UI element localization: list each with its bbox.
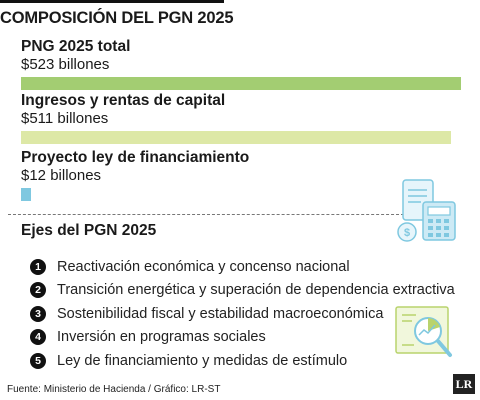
- bar-track: [21, 77, 466, 90]
- item-number: 4: [30, 329, 46, 346]
- bar-value-label: $12 billones: [21, 167, 102, 184]
- item-text: Ley de financiamiento y medidas de estím…: [57, 352, 348, 369]
- bar: [21, 131, 451, 144]
- item-number: 1: [30, 258, 46, 275]
- bar: [21, 77, 461, 90]
- item-text: Sostenibilidad fiscal y estabilidad macr…: [57, 305, 384, 322]
- section-divider: [8, 214, 404, 215]
- list-item: 4 Inversión en programas sociales: [30, 326, 430, 350]
- source-note: Fuente: Ministerio de Hacienda / Gráfico…: [7, 384, 221, 395]
- item-text: Inversión en programas sociales: [57, 329, 266, 346]
- bar-value-label: $523 billones: [21, 56, 110, 73]
- bar-group: Proyecto ley de financiamiento $12 billon…: [21, 149, 466, 201]
- magnifier-chart-icon: [395, 306, 452, 357]
- calculator-document-icon: $: [397, 179, 456, 242]
- bar-track: [21, 131, 466, 144]
- item-number: 5: [30, 352, 46, 369]
- list-item: 2 Transición energética y superación de …: [30, 279, 455, 303]
- list-item: 5 Ley de financiamiento y medidas de est…: [30, 349, 430, 373]
- bar-category-label: Proyecto ley de financiamiento: [21, 149, 250, 166]
- bar-group: Ingresos y rentas de capital $511 billone…: [21, 92, 466, 144]
- item-number: 2: [30, 282, 46, 299]
- list-item: 3 Sostenibilidad fiscal y estabilidad ma…: [30, 302, 430, 326]
- ejes-title: Ejes del PGN 2025: [21, 222, 157, 239]
- bar-track: [21, 188, 466, 201]
- bar-group: PNG 2025 total $523 billones: [21, 38, 466, 90]
- item-text: Reactivación económica y concenso nacion…: [57, 258, 350, 275]
- item-text: Transición energética y superación de de…: [57, 282, 455, 299]
- item-number: 3: [30, 305, 46, 322]
- title-rule: [0, 0, 224, 3]
- bar-category-label: Ingresos y rentas de capital: [21, 92, 226, 109]
- ejes-list: 1 Reactivación económica y concenso naci…: [30, 255, 455, 373]
- chart-title: COMPOSICIÓN DEL PGN 2025: [0, 9, 234, 27]
- lr-logo: LR: [453, 374, 475, 394]
- bar-category-label: PNG 2025 total: [21, 38, 131, 55]
- list-item: 1 Reactivación económica y concenso naci…: [30, 255, 430, 279]
- svg-text:$: $: [404, 227, 410, 239]
- bar-value-label: $511 billones: [21, 110, 109, 127]
- bar: [21, 188, 32, 201]
